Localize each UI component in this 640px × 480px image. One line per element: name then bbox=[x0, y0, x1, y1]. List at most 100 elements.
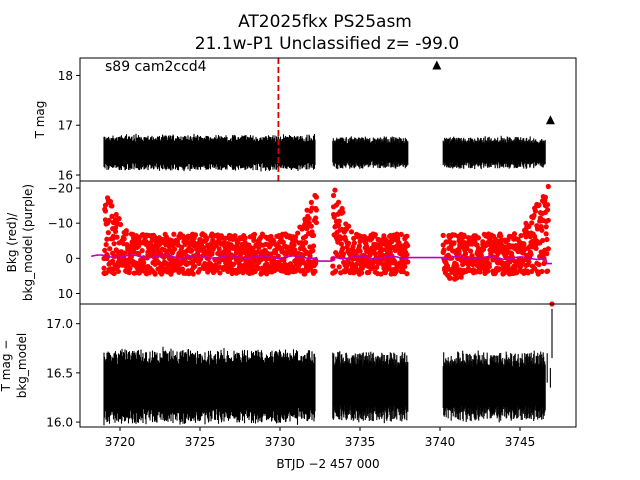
bkg-point bbox=[379, 247, 386, 253]
bkg-point bbox=[545, 217, 551, 223]
ytick-label: 16 bbox=[58, 169, 73, 183]
bottom-panel-yticks: 16.0 16.5 17.0 bbox=[46, 317, 80, 430]
bkg-point bbox=[405, 259, 411, 265]
bkg-point bbox=[126, 269, 132, 276]
ytick-label: 0 bbox=[65, 252, 73, 266]
bkg-point bbox=[313, 194, 319, 200]
bkg-point bbox=[117, 221, 124, 228]
bkg-point bbox=[102, 247, 108, 253]
bkg-point bbox=[104, 236, 110, 242]
bkg-point bbox=[256, 244, 262, 251]
bkg-point bbox=[498, 233, 504, 239]
bkg-point bbox=[543, 224, 549, 230]
bkg-point bbox=[171, 231, 177, 237]
bkg-point bbox=[545, 207, 551, 213]
bkg-point bbox=[223, 235, 229, 241]
bkg-point bbox=[404, 251, 410, 258]
ytick-label: −10 bbox=[48, 217, 73, 231]
xtick-label: 3730 bbox=[265, 435, 296, 449]
bkg-point bbox=[114, 234, 120, 240]
bkg-point bbox=[545, 183, 551, 190]
bkg-point bbox=[333, 268, 339, 274]
bkg-point bbox=[539, 227, 545, 233]
bkg-point bbox=[475, 235, 482, 241]
bkg-point bbox=[485, 268, 491, 274]
bkg-point bbox=[242, 235, 248, 241]
bkg-point bbox=[121, 236, 127, 242]
bkg-point bbox=[461, 234, 467, 240]
bkg-point bbox=[338, 241, 345, 247]
bkg-point bbox=[398, 231, 404, 238]
bkg-point bbox=[310, 232, 317, 239]
bkg-point bbox=[536, 261, 542, 268]
bkg-point bbox=[217, 270, 223, 276]
bkg-point bbox=[462, 250, 469, 257]
bkg-point bbox=[306, 215, 312, 222]
bkg-point bbox=[341, 251, 347, 257]
bkg-point bbox=[395, 236, 401, 242]
bkg-point bbox=[297, 261, 303, 267]
bkg-point bbox=[232, 233, 238, 239]
xtick-label: 3725 bbox=[185, 435, 216, 449]
ytick-label: 17.0 bbox=[46, 317, 73, 331]
bkg-point bbox=[480, 246, 487, 253]
bkg-point bbox=[480, 239, 486, 245]
bkg-point bbox=[465, 262, 471, 268]
bkg-point bbox=[539, 237, 546, 244]
bkg-point bbox=[302, 271, 308, 277]
bkg-point bbox=[458, 274, 464, 280]
bkg-point bbox=[303, 239, 309, 246]
bkg-point bbox=[544, 251, 550, 257]
bkg-point bbox=[251, 237, 257, 243]
bkg-point bbox=[101, 265, 107, 271]
bottom-panel-ylabel-line2: bkg_model bbox=[15, 333, 29, 399]
bkg-point bbox=[335, 199, 342, 205]
bkg-point bbox=[374, 264, 380, 270]
bkg-point bbox=[115, 268, 121, 275]
bkg-point bbox=[335, 222, 342, 228]
bottom-panel-ylabel-line1: T mag − bbox=[0, 340, 13, 393]
bkg-point bbox=[340, 209, 346, 215]
bkg-point bbox=[135, 243, 142, 249]
middle-panel-ylabel-line1: Bkg (red)/ bbox=[5, 212, 19, 273]
bkg-point bbox=[277, 262, 283, 268]
bkg-point bbox=[531, 212, 537, 219]
bkg-point bbox=[112, 228, 119, 235]
top-panel-yticks: 16 17 18 bbox=[58, 69, 80, 183]
bkg-point bbox=[404, 233, 410, 239]
top-panel: s89 cam2ccd4 T mag 16 17 18 bbox=[33, 57, 577, 183]
bkg-point bbox=[295, 230, 301, 236]
bkg-point bbox=[372, 232, 378, 238]
bkg-point bbox=[156, 260, 162, 266]
ytick-label: 17 bbox=[58, 119, 73, 133]
middle-panel-data bbox=[91, 183, 555, 307]
bkg-point bbox=[440, 232, 446, 238]
bottom-panel-data bbox=[103, 308, 553, 426]
bkg-point bbox=[251, 231, 258, 237]
bkg-point bbox=[541, 260, 547, 267]
bkg-point bbox=[189, 247, 195, 254]
x-axis-label: BTJD −2 457 000 bbox=[276, 457, 379, 471]
bkg-point bbox=[308, 199, 314, 205]
bkg-point bbox=[231, 261, 237, 267]
bkg-point bbox=[511, 231, 518, 237]
bkg-point bbox=[216, 246, 222, 252]
xtick-label: 3735 bbox=[345, 435, 376, 449]
bkg-point bbox=[359, 270, 365, 276]
bkg-point bbox=[102, 208, 109, 214]
bkg-point bbox=[109, 213, 115, 219]
ytick-label: 10 bbox=[58, 287, 73, 301]
bkg-point bbox=[545, 268, 551, 274]
xtick-label: 3745 bbox=[505, 435, 536, 449]
middle-panel-ylabel-line2: bkg_model (purple) bbox=[21, 184, 35, 301]
bkg-point bbox=[139, 248, 145, 254]
chart-subtitle: 21.1w-P1 Unclassified z= -99.0 bbox=[195, 34, 459, 54]
bkg-point bbox=[141, 260, 147, 266]
bkg-point bbox=[336, 264, 342, 270]
bkg-point bbox=[179, 244, 185, 250]
bkg-point bbox=[521, 242, 527, 248]
bkg-point bbox=[109, 203, 115, 209]
bkg-point bbox=[133, 260, 139, 266]
bkg-point bbox=[313, 260, 319, 266]
